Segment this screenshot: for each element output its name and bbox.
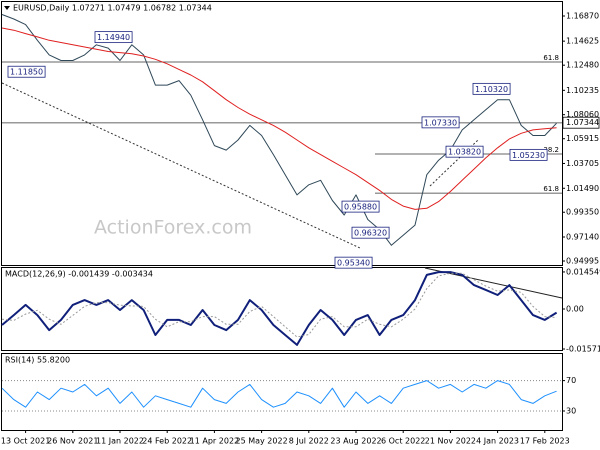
trend-line	[429, 139, 479, 187]
annotation-box	[509, 148, 548, 161]
annotation-label: 1.11850	[10, 68, 43, 77]
annotation-label: 1.14940	[97, 33, 130, 42]
y-tick-label: 1.14625	[566, 37, 599, 46]
chart-title: EURUSD,Daily 1.07271 1.07479 1.06782 1.0…	[13, 4, 212, 13]
last-price-label: 1.07344	[566, 118, 599, 127]
y-tick-label: 1.08060	[566, 110, 599, 119]
y-tick-label: -0.015712	[566, 344, 600, 353]
annotation: 0.96320	[351, 226, 390, 239]
trend-line	[1, 82, 361, 249]
annotation: 1.14940	[94, 31, 133, 44]
y-tick-label: 0.94995	[566, 257, 599, 266]
y-tick-label: 1.01490	[566, 184, 599, 193]
annotation-box	[341, 200, 380, 213]
level-label: 61.8	[543, 185, 559, 193]
annotation-box	[421, 116, 460, 129]
series-line	[1, 271, 558, 346]
y-tick-label: 30	[566, 407, 576, 416]
annotation-box	[472, 82, 511, 95]
annotation: 1.11850	[7, 65, 46, 78]
annotation-box	[94, 31, 133, 44]
annotation: 1.03820	[445, 145, 484, 158]
annotation-label: 1.03820	[448, 148, 481, 157]
y-tick-label: 0.00	[566, 304, 584, 313]
y-tick-label: 0.99350	[566, 208, 599, 217]
annotation-label: 0.95340	[337, 259, 370, 268]
rsi-panel	[1, 353, 563, 431]
series-line	[1, 14, 557, 246]
x-tick-label: 11 Jan 2022	[96, 437, 144, 446]
y-tick-label: 0.97140	[566, 232, 599, 241]
annotation: 1.05230	[509, 148, 548, 161]
x-tick-label: 4 Jan 2023	[476, 437, 519, 446]
x-tick-label: 8 Jul 2022	[289, 437, 329, 446]
x-tick-label: 23 Aug 2022	[330, 437, 381, 446]
x-tick-label: 25 May 2022	[236, 437, 288, 446]
annotation-label: 1.10320	[475, 85, 508, 94]
annotation-box	[7, 65, 46, 78]
annotation-box	[334, 256, 373, 269]
y-tick-label: 1.05915	[566, 134, 599, 143]
level-label: 38.2	[543, 146, 559, 154]
level-label: 61.8	[543, 54, 559, 62]
x-tick-label: 21 Nov 2022	[425, 437, 476, 446]
y-tick-label: 1.10235	[566, 86, 599, 95]
rsi-title: RSI(14) 55.8200	[5, 356, 70, 365]
last-price-box	[562, 116, 600, 129]
annotation-label: 1.05230	[512, 151, 545, 160]
x-tick-label: 26 Nov 2021	[47, 437, 98, 446]
annotation-label: 1.07330	[424, 118, 457, 127]
y-tick-label: 1.12480	[566, 61, 599, 70]
y-tick-label: 1.03705	[566, 159, 599, 168]
annotation-label: 0.96320	[354, 229, 387, 238]
annotation: 1.07330	[421, 116, 460, 129]
price-panel	[1, 1, 563, 266]
watermark: ActionForex.com	[94, 217, 252, 239]
macd-title: MACD(12,26,9) -0.001439 -0.003434	[5, 270, 153, 279]
annotation-box	[351, 226, 390, 239]
x-tick-label: 11 Apr 2022	[190, 437, 239, 446]
annotation-box	[445, 145, 484, 158]
x-tick-label: 13 Oct 2021	[1, 437, 50, 446]
y-tick-label: 0.014549	[566, 267, 600, 276]
title-marker	[4, 6, 10, 10]
series-line	[1, 272, 557, 338]
series-line	[1, 27, 557, 210]
x-tick-label: 17 Feb 2023	[520, 437, 570, 446]
annotation: 1.10320	[472, 82, 511, 95]
x-tick-label: 6 Oct 2022	[381, 437, 425, 446]
y-tick-label: 70	[566, 376, 576, 385]
annotation: 0.95340	[334, 256, 373, 269]
y-tick-label: 1.16870	[566, 12, 599, 21]
x-tick-label: 24 Feb 2022	[142, 437, 192, 446]
series-line	[1, 380, 557, 408]
annotation: 0.95880	[341, 200, 380, 213]
annotation-label: 0.95880	[344, 203, 377, 212]
